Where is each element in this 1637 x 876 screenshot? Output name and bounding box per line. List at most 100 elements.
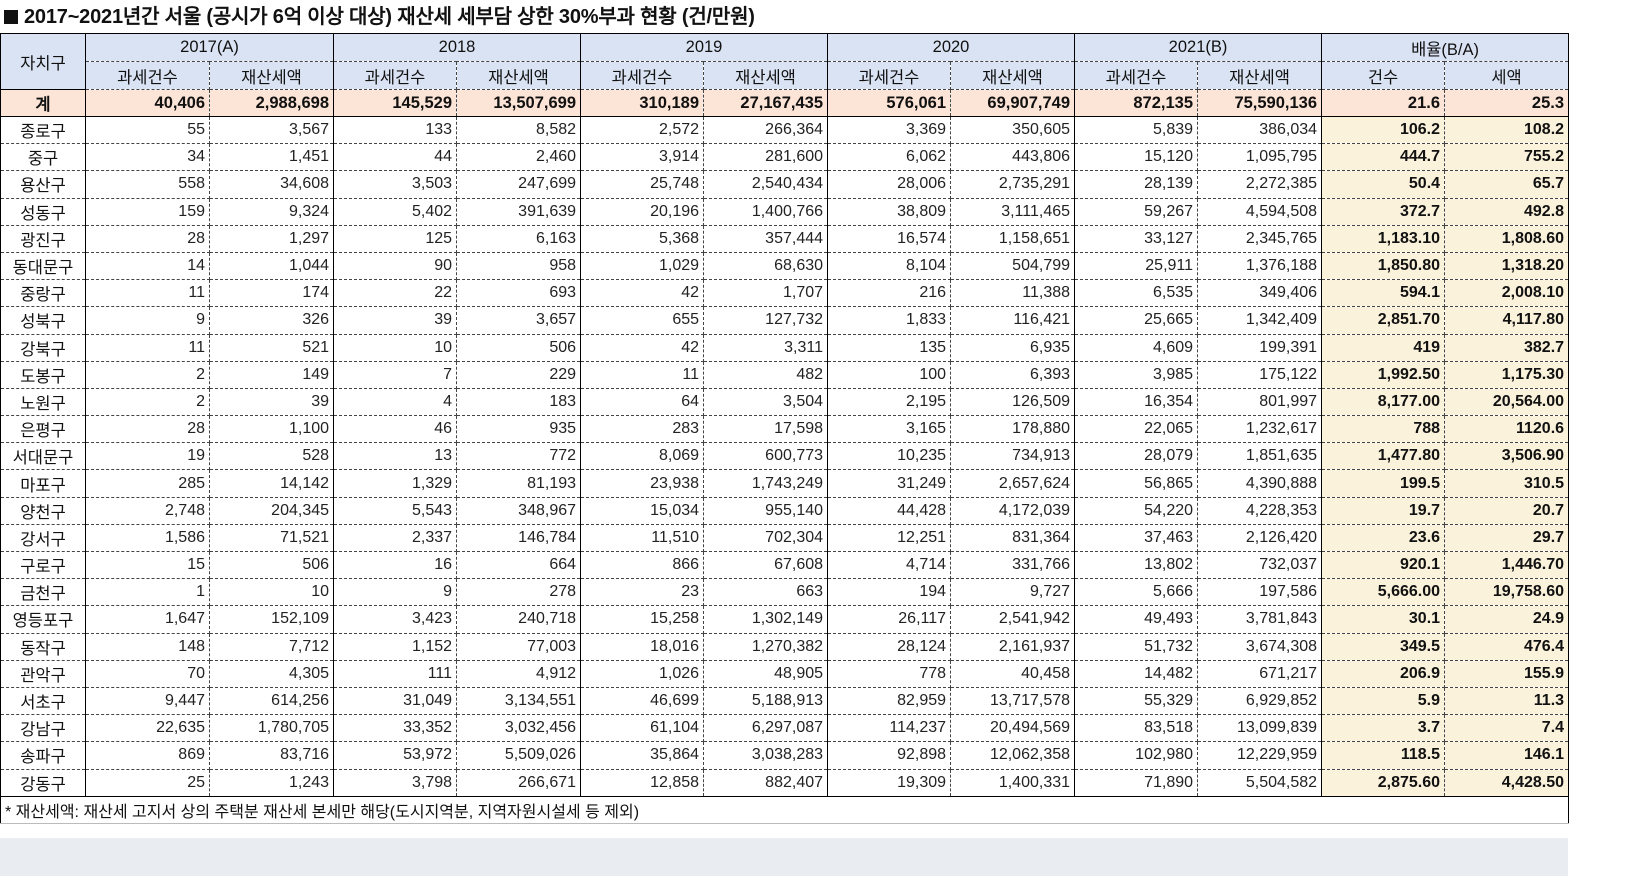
cell: 55 — [85, 116, 210, 145]
cell: 693 — [456, 279, 582, 308]
cell: 10 — [333, 334, 458, 362]
district-name: 강서구 — [0, 524, 86, 553]
district-name: 은평구 — [0, 415, 86, 444]
header-count-2021: 과세건수 — [1074, 61, 1199, 90]
cell: 2,735,291 — [950, 170, 1076, 199]
table-title: 2017~2021년간 서울 (공시가 6억 이상 대상) 재산세 세부담 상한… — [4, 4, 755, 30]
cell: 199,391 — [1197, 334, 1323, 362]
cell: 4 — [333, 388, 458, 417]
cell: 1,833 — [827, 306, 952, 335]
cell: 348,967 — [456, 497, 582, 525]
cell: 54,220 — [1074, 497, 1199, 525]
table-row: 구로구 15 506 16 664 866 67,608 4,714 331,766 13,802… — [0, 551, 1570, 580]
cell: 5,188,913 — [703, 687, 829, 716]
ratio-count-cell: 419 — [1321, 334, 1446, 362]
ratio-amount-cell: 1120.6 — [1444, 415, 1570, 444]
cell: 266,364 — [703, 116, 829, 145]
header-amount-2017: 재산세액 — [209, 61, 335, 90]
cell: 23,938 — [580, 469, 705, 498]
ratio-count-cell: 106.2 — [1321, 116, 1446, 145]
cell: 19,309 — [827, 769, 952, 797]
cell: 125 — [333, 225, 458, 253]
cell: 482 — [703, 361, 829, 389]
district-name: 성동구 — [0, 198, 86, 226]
cell: 4,305 — [209, 660, 335, 688]
table-row: 영등포구 1,647 152,109 3,423 240,718 15,258 1,302,… — [0, 605, 1570, 634]
header-count-2020: 과세건수 — [827, 61, 952, 90]
district-name: 강북구 — [0, 334, 86, 362]
cell: 8,069 — [580, 442, 705, 471]
header-ratio: 배율(B/A) — [1321, 33, 1570, 62]
cell: 3,914 — [580, 143, 705, 172]
cell: 10 — [209, 578, 335, 607]
table-row: 광진구 28 1,297 125 6,163 5,368 357,444 16,574 1,15… — [0, 225, 1570, 253]
ratio-amount-cell: 310.5 — [1444, 469, 1570, 498]
cell: 13,717,578 — [950, 687, 1076, 716]
cell: 655 — [580, 306, 705, 335]
cell: 1,095,795 — [1197, 143, 1323, 172]
table-row: 강동구 25 1,243 3,798 266,671 12,858 882,407 19,30… — [0, 769, 1570, 797]
cell: 3,567 — [209, 116, 335, 145]
cell: 16,354 — [1074, 388, 1199, 417]
cell: 1,044 — [209, 252, 335, 281]
district-name: 양천구 — [0, 497, 86, 525]
footnote: * 재산세액: 재산세 고지서 상의 주택분 재산세 본세만 해당(도시지역분,… — [0, 796, 1569, 824]
ratio-amount-cell: 19,758.60 — [1444, 578, 1570, 607]
cell: 1,270,382 — [703, 633, 829, 661]
cell: 1,152 — [333, 633, 458, 661]
ratio-amount-cell: 1,446.70 — [1444, 551, 1570, 580]
cell: 15,034 — [580, 497, 705, 525]
cell: 1,647 — [85, 605, 210, 634]
cell: 266,671 — [456, 769, 582, 797]
cell: 12,251 — [827, 524, 952, 553]
cell: 67,608 — [703, 551, 829, 580]
ratio-amount-cell: 492.8 — [1444, 198, 1570, 226]
cell: 3,985 — [1074, 361, 1199, 389]
cell: 13,802 — [1074, 551, 1199, 580]
ratio-count-cell: 8,177.00 — [1321, 388, 1446, 417]
district-name: 동작구 — [0, 633, 86, 661]
table-row: 중랑구 11 174 22 693 42 1,707 216 11,388 6,535 349,40… — [0, 279, 1570, 308]
ratio-amount-cell: 146.1 — [1444, 741, 1570, 770]
table-row: 용산구 558 34,608 3,503 247,699 25,748 2,540,434 2… — [0, 170, 1570, 199]
ratio-amount-cell: 108.2 — [1444, 116, 1570, 145]
cell: 44,428 — [827, 497, 952, 525]
cell: 28,079 — [1074, 442, 1199, 471]
district-name: 중랑구 — [0, 279, 86, 308]
header-year-2020: 2020 — [827, 33, 1076, 62]
cell: 2,540,434 — [703, 170, 829, 199]
table-row: 금천구 1 10 9 278 23 663 194 9,727 5,666 197,586 5,666… — [0, 578, 1570, 607]
cell: 1,342,409 — [1197, 306, 1323, 335]
cell: 61,104 — [580, 714, 705, 743]
cell: 283 — [580, 415, 705, 444]
cell: 20,196 — [580, 198, 705, 226]
cell: 174 — [209, 279, 335, 308]
cell: 40,458 — [950, 660, 1076, 688]
cell: 149 — [209, 361, 335, 389]
cell: 11 — [85, 279, 210, 308]
cell: 3,657 — [456, 306, 582, 335]
cell: 12,229,959 — [1197, 741, 1323, 770]
cell: 35,864 — [580, 741, 705, 770]
cell: 1,780,705 — [209, 714, 335, 743]
cell: 5,504,582 — [1197, 769, 1323, 797]
cell: 5,368 — [580, 225, 705, 253]
cell: 71,890 — [1074, 769, 1199, 797]
ratio-count-cell: 1,477.80 — [1321, 442, 1446, 471]
cell: 16,574 — [827, 225, 952, 253]
cell: 39 — [333, 306, 458, 335]
cell: 247,699 — [456, 170, 582, 199]
cell: 27,167,435 — [703, 89, 829, 117]
cell: 443,806 — [950, 143, 1076, 172]
ratio-amount-cell: 755.2 — [1444, 143, 1570, 172]
cell: 135 — [827, 334, 952, 362]
ratio-amount-cell: 1,175.30 — [1444, 361, 1570, 389]
cell: 1,158,651 — [950, 225, 1076, 253]
cell: 3,111,465 — [950, 198, 1076, 226]
cell: 26,117 — [827, 605, 952, 634]
header-year-2017: 2017(A) — [85, 33, 335, 62]
cell: 11,510 — [580, 524, 705, 553]
district-name: 동대문구 — [0, 252, 86, 281]
cell: 866 — [580, 551, 705, 580]
cell: 22,635 — [85, 714, 210, 743]
